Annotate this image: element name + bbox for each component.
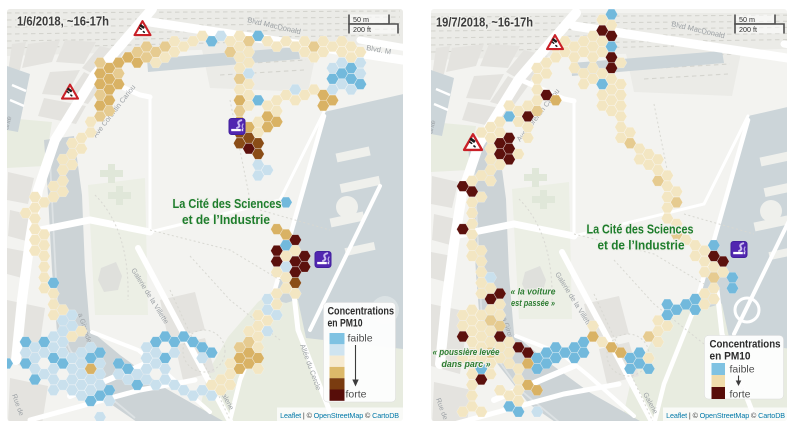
svg-text:faible: faible xyxy=(348,333,373,345)
svg-text:« la voiture: « la voiture xyxy=(511,287,556,297)
svg-text:Concentrations: Concentrations xyxy=(328,306,395,318)
svg-text:Leaflet | © OpenStreetMap © Ca: Leaflet | © OpenStreetMap © CartoDB xyxy=(280,411,399,420)
svg-text:Leaflet | © OpenStreetMap © Ca: Leaflet | © OpenStreetMap © CartoDB xyxy=(666,411,785,420)
svg-text:200 ft: 200 ft xyxy=(353,25,371,34)
svg-text:faible: faible xyxy=(730,364,755,376)
svg-text:forte: forte xyxy=(730,389,751,401)
svg-text:en PM10: en PM10 xyxy=(710,351,751,363)
svg-text:50 m: 50 m xyxy=(739,15,755,24)
svg-text:200 ft: 200 ft xyxy=(739,25,757,34)
svg-text:19/7/2018, ~16-17h: 19/7/2018, ~16-17h xyxy=(436,15,533,30)
svg-text:en PM10: en PM10 xyxy=(328,318,363,330)
svg-text:forte: forte xyxy=(346,389,367,401)
svg-text:« poussière levée: « poussière levée xyxy=(433,347,500,357)
svg-text:La Cité des Sciences: La Cité des Sciences xyxy=(587,222,694,237)
svg-text:et de l’Industrie: et de l’Industrie xyxy=(182,212,270,227)
svg-text:Concentrations: Concentrations xyxy=(710,339,781,351)
svg-text:et de l’Industrie: et de l’Industrie xyxy=(598,238,685,253)
svg-text:est passée »: est passée » xyxy=(511,298,555,308)
svg-text:dans parc »: dans parc » xyxy=(442,359,491,369)
svg-text:La Cité des Sciences: La Cité des Sciences xyxy=(173,196,282,211)
svg-text:1/6/2018, ~16-17h: 1/6/2018, ~16-17h xyxy=(17,14,109,29)
svg-text:50 m: 50 m xyxy=(353,15,369,24)
